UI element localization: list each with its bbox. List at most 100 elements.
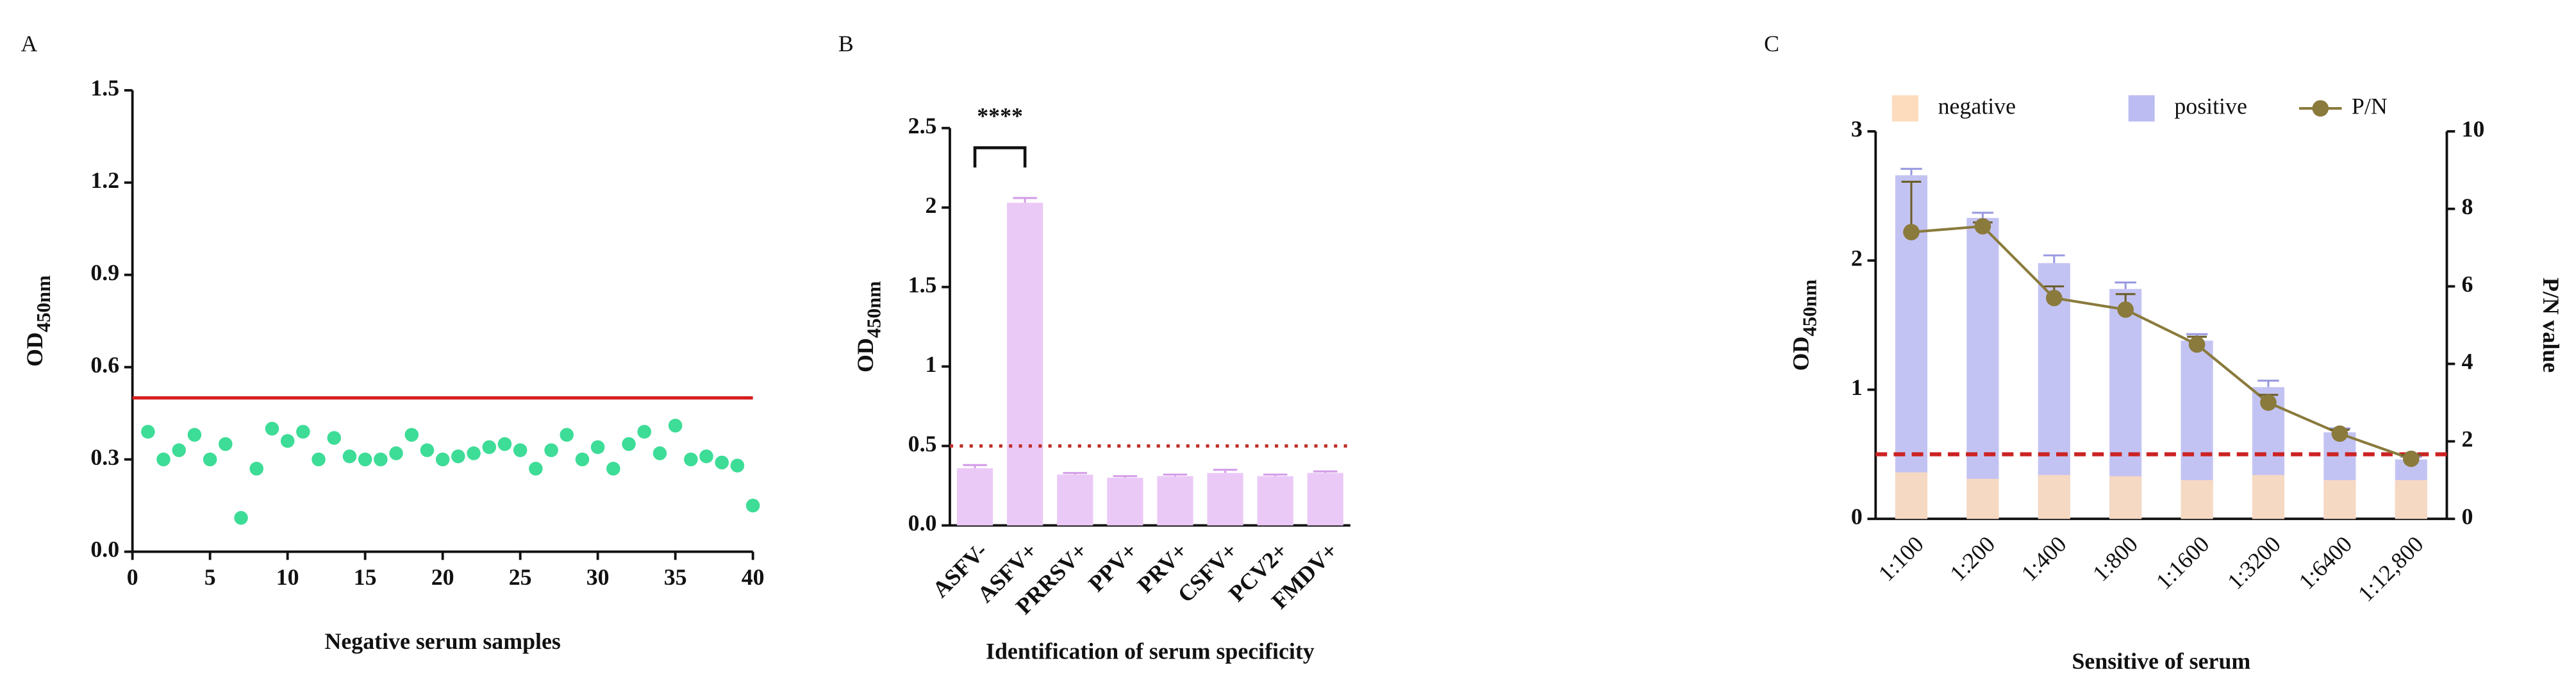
- point: [575, 452, 590, 467]
- point: [2260, 394, 2277, 411]
- point: [544, 443, 558, 457]
- point: [1903, 224, 1920, 240]
- x-tick-label: 0: [127, 564, 138, 590]
- point: [404, 428, 419, 442]
- point: [745, 498, 760, 513]
- bar: [1107, 478, 1143, 526]
- point: [1974, 218, 1991, 235]
- y-axis-title-main: OD: [22, 332, 47, 367]
- x-tick-label: 1:12,800: [2353, 531, 2429, 607]
- point: [560, 428, 574, 442]
- panel-label: A: [21, 31, 38, 56]
- bar: [1057, 474, 1093, 526]
- point: [529, 462, 543, 476]
- point: [435, 452, 450, 467]
- point: [606, 462, 620, 476]
- y-axis-title: OD450nm: [22, 275, 54, 367]
- bar: [2323, 480, 2356, 519]
- y2-tick-label: 0: [2462, 503, 2473, 529]
- x-axis-title: Negative serum samples: [324, 628, 560, 654]
- y-tick-label: 1.5: [90, 75, 119, 101]
- bar: [1307, 473, 1343, 526]
- point: [2045, 289, 2063, 306]
- bar: [1007, 203, 1043, 526]
- point: [730, 458, 745, 473]
- point: [497, 437, 512, 451]
- y-tick-label: 3: [1851, 116, 1863, 142]
- point: [513, 443, 528, 457]
- point: [249, 462, 264, 476]
- point: [342, 449, 357, 464]
- y-tick-label: 0.6: [90, 352, 119, 378]
- bar: [2395, 480, 2427, 519]
- y-tick-label: 0.3: [90, 444, 119, 470]
- x-tick-label: 15: [354, 564, 377, 590]
- point: [684, 452, 698, 467]
- bar: [1207, 473, 1243, 526]
- point: [467, 446, 481, 460]
- point: [141, 424, 155, 439]
- point: [420, 443, 435, 457]
- bar: [2252, 474, 2285, 519]
- point: [389, 446, 403, 460]
- point: [652, 446, 667, 460]
- x-tick-label: 1:1600: [2151, 531, 2215, 594]
- y-tick-label: 1: [926, 351, 937, 377]
- y-axis-title-sub: 450nm: [863, 281, 885, 338]
- y2-tick-label: 4: [2462, 349, 2473, 374]
- point: [172, 443, 187, 457]
- point: [482, 440, 497, 455]
- point: [2331, 425, 2348, 442]
- y2-axis-title: P/N value: [2538, 278, 2564, 373]
- y2-tick-label: 6: [2462, 271, 2473, 297]
- y-tick-label: 1.5: [908, 272, 937, 298]
- point: [374, 452, 388, 467]
- bar: [1966, 217, 1999, 519]
- y-tick-label: 0.5: [908, 431, 937, 457]
- y2-tick-label: 8: [2462, 194, 2473, 219]
- point: [668, 419, 683, 433]
- x-tick-label: 1:6400: [2294, 531, 2357, 594]
- bar: [1895, 472, 1928, 519]
- y-tick-label: 0.0: [908, 510, 937, 536]
- point: [312, 452, 326, 467]
- bar: [1157, 476, 1193, 526]
- x-tick-label: 1:200: [1945, 531, 2000, 586]
- y-tick-label: 2: [1851, 246, 1863, 271]
- x-tick-label: 40: [742, 564, 765, 590]
- y2-tick-label: 10: [2462, 116, 2485, 142]
- bar: [1257, 476, 1293, 526]
- legend-swatch: [1891, 95, 1918, 122]
- x-tick-label: 35: [664, 564, 687, 590]
- point: [327, 431, 342, 445]
- point: [234, 510, 248, 525]
- x-tick-label: 1:800: [2088, 531, 2143, 586]
- x-axis-title: Identification of serum specificity: [986, 638, 1315, 664]
- y-tick-label: 2.5: [908, 113, 937, 138]
- point: [219, 437, 233, 451]
- point: [622, 437, 636, 451]
- point: [715, 455, 729, 470]
- point: [187, 428, 202, 442]
- y-tick-label: 1.2: [90, 167, 119, 193]
- panel-label: B: [838, 31, 854, 56]
- x-tick-label: 20: [431, 564, 454, 590]
- y2-tick-label: 2: [2462, 426, 2473, 452]
- y-axis-title-main: OD: [1788, 337, 1814, 371]
- point: [358, 452, 372, 467]
- y-axis-title: OD450nm: [1788, 279, 1821, 371]
- point: [2117, 301, 2134, 318]
- legend-label: P/N: [2352, 93, 2388, 119]
- bar: [2181, 480, 2213, 519]
- point: [2188, 336, 2206, 353]
- point: [451, 449, 465, 464]
- point: [699, 449, 713, 464]
- x-tick-label: 1:100: [1874, 531, 1929, 586]
- legend-swatch: [2128, 95, 2155, 122]
- y-axis-title-sub: 450nm: [33, 275, 54, 332]
- y-axis-title-sub: 450nm: [1799, 279, 1820, 336]
- panel-label: C: [1764, 31, 1779, 56]
- point: [156, 452, 170, 467]
- point: [637, 424, 652, 439]
